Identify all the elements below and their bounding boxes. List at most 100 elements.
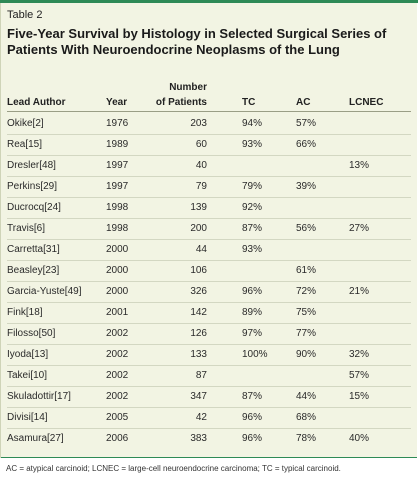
- cell-ac: 56%: [296, 223, 317, 234]
- cell-patients: 60: [195, 139, 207, 150]
- cell-tc: 89%: [242, 307, 263, 318]
- cell-tc: 96%: [242, 412, 263, 423]
- row-separator: [7, 260, 411, 261]
- cell-lcnec: 21%: [349, 286, 370, 297]
- cell-lcnec: 15%: [349, 391, 370, 402]
- cell-patients: 42: [195, 412, 207, 423]
- cell-tc: 93%: [242, 244, 263, 255]
- cell-ac: 66%: [296, 139, 317, 150]
- cell-patients: 126: [190, 328, 207, 339]
- cell-author: Beasley[23]: [7, 265, 60, 276]
- cell-author: Travis[6]: [7, 223, 45, 234]
- table-label: Table 2: [7, 9, 43, 21]
- cell-year: 2000: [106, 244, 129, 255]
- cell-ac: 44%: [296, 391, 317, 402]
- row-separator: [7, 197, 411, 198]
- cell-tc: 87%: [242, 223, 263, 234]
- cell-author: Iyoda[13]: [7, 349, 49, 360]
- cell-lcnec: 27%: [349, 223, 370, 234]
- cell-patients: 142: [190, 307, 207, 318]
- left-border: [0, 3, 1, 458]
- header-patients-line1: Number: [169, 82, 207, 93]
- cell-tc: 97%: [242, 328, 263, 339]
- cell-year: 1998: [106, 223, 129, 234]
- cell-ac: 77%: [296, 328, 317, 339]
- row-separator: [7, 302, 411, 303]
- table-title: Five-Year Survival by Histology in Selec…: [7, 26, 387, 57]
- row-separator: [7, 386, 411, 387]
- row-separator: [7, 407, 411, 408]
- cell-author: Garcia-Yuste[49]: [7, 286, 82, 297]
- row-separator: [7, 428, 411, 429]
- cell-year: 1997: [106, 181, 129, 192]
- cell-tc: 92%: [242, 202, 263, 213]
- table-panel: [1, 3, 417, 458]
- cell-author: Filosso[50]: [7, 328, 56, 339]
- cell-author: Carretta[31]: [7, 244, 60, 255]
- cell-ac: 75%: [296, 307, 317, 318]
- cell-author: Skuladottir[17]: [7, 391, 71, 402]
- cell-tc: 94%: [242, 118, 263, 129]
- cell-year: 2002: [106, 349, 129, 360]
- cell-patients: 139: [190, 202, 207, 213]
- cell-patients: 200: [190, 223, 207, 234]
- cell-author: Perkins[29]: [7, 181, 58, 192]
- cell-lcnec: 57%: [349, 370, 370, 381]
- cell-year: 2002: [106, 391, 129, 402]
- cell-author: Ducrocq[24]: [7, 202, 61, 213]
- cell-year: 1997: [106, 160, 129, 171]
- header-lcnec: LCNEC: [349, 97, 384, 108]
- cell-author: Dresler[48]: [7, 160, 56, 171]
- cell-ac: 90%: [296, 349, 317, 360]
- cell-patients: 79: [195, 181, 207, 192]
- header-lead-author: Lead Author: [7, 97, 66, 108]
- cell-lcnec: 13%: [349, 160, 370, 171]
- cell-year: 2001: [106, 307, 129, 318]
- cell-year: 1976: [106, 118, 129, 129]
- row-separator: [7, 365, 411, 366]
- cell-tc: 87%: [242, 391, 263, 402]
- cell-author: Takei[10]: [7, 370, 48, 381]
- cell-patients: 383: [190, 433, 207, 444]
- row-separator: [7, 176, 411, 177]
- cell-ac: 39%: [296, 181, 317, 192]
- row-separator: [7, 323, 411, 324]
- top-accent-rule: [0, 0, 418, 3]
- cell-author: Divisi[14]: [7, 412, 48, 423]
- cell-author: Asamura[27]: [7, 433, 64, 444]
- cell-patients: 326: [190, 286, 207, 297]
- row-separator: [7, 155, 411, 156]
- bottom-accent-rule: [1, 457, 417, 458]
- cell-year: 2005: [106, 412, 129, 423]
- cell-patients: 40: [195, 160, 207, 171]
- row-separator: [7, 344, 411, 345]
- cell-tc: 96%: [242, 433, 263, 444]
- cell-patients: 133: [190, 349, 207, 360]
- row-separator: [7, 239, 411, 240]
- cell-tc: 79%: [242, 181, 263, 192]
- cell-lcnec: 40%: [349, 433, 370, 444]
- row-separator: [7, 134, 411, 135]
- cell-year: 2000: [106, 286, 129, 297]
- cell-ac: 68%: [296, 412, 317, 423]
- cell-author: Rea[15]: [7, 139, 43, 150]
- cell-author: Okike[2]: [7, 118, 44, 129]
- header-separator: [7, 111, 411, 112]
- cell-patients: 347: [190, 391, 207, 402]
- cell-ac: 78%: [296, 433, 317, 444]
- cell-tc: 96%: [242, 286, 263, 297]
- row-separator: [7, 281, 411, 282]
- cell-tc: 93%: [242, 139, 263, 150]
- row-separator: [7, 218, 411, 219]
- cell-year: 1998: [106, 202, 129, 213]
- cell-lcnec: 32%: [349, 349, 370, 360]
- header-patients-line2: of Patients: [155, 97, 207, 108]
- cell-tc: 100%: [242, 349, 268, 360]
- cell-patients: 106: [190, 265, 207, 276]
- cell-author: Fink[18]: [7, 307, 43, 318]
- cell-patients: 203: [190, 118, 207, 129]
- cell-year: 2006: [106, 433, 129, 444]
- cell-year: 2000: [106, 265, 129, 276]
- cell-year: 1989: [106, 139, 129, 150]
